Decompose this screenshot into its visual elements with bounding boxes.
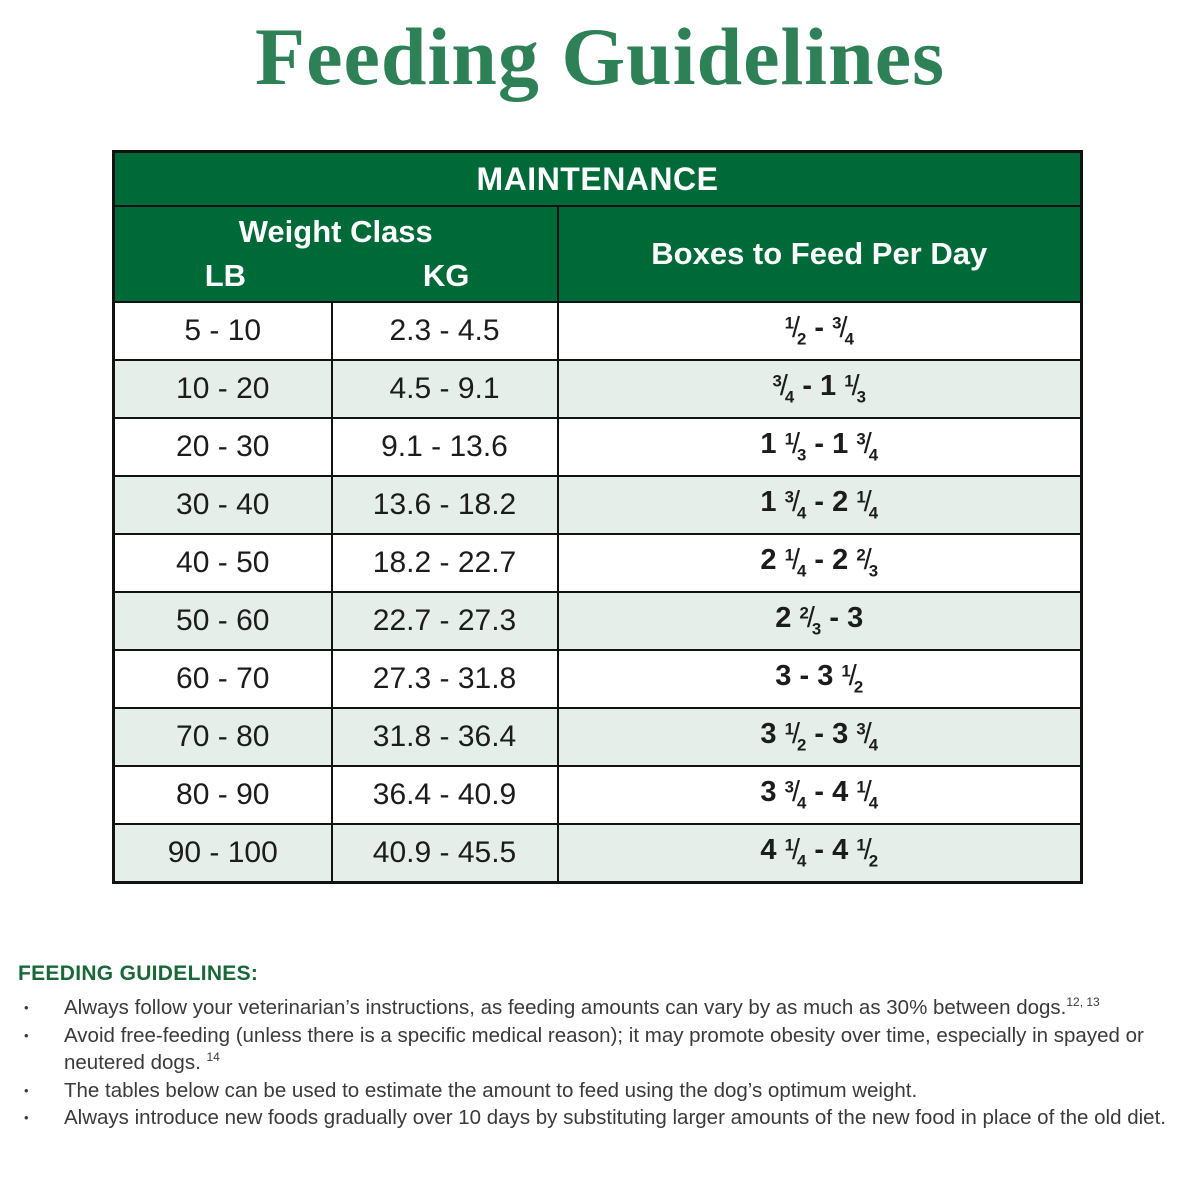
lb-cell: 20 - 30 (112, 417, 333, 477)
weight-class-header-cell: Weight Class LB KG (112, 205, 559, 303)
footnote-reference: 14 (206, 1050, 220, 1065)
lb-cell: 40 - 50 (112, 533, 333, 593)
weight-units-row: LB KG (115, 250, 557, 300)
bullet-icon: • (24, 1110, 29, 1125)
bullet-text: The tables below can be used to estimate… (64, 1078, 918, 1102)
kg-cell: 40.9 - 45.5 (330, 823, 559, 884)
lb-cell: 90 - 100 (112, 823, 333, 884)
kg-cell: 9.1 - 13.6 (330, 417, 559, 477)
table-header-row: Weight Class LB KG Boxes to Feed Per Day (112, 205, 1083, 303)
table-row: 50 - 60 22.7 - 27.3 2 2/3 - 3 (112, 591, 1083, 651)
table-body: 5 - 10 2.3 - 4.5 1/2 - 3/4 10 - 20 4.5 - 9.1… (112, 301, 1083, 884)
boxes-cell: 3 - 3 1/2 (556, 649, 1083, 709)
boxes-cell: 2 1/4 - 2 2/3 (556, 533, 1083, 593)
table-row: 20 - 30 9.1 - 13.6 1 1/3 - 1 3/4 (112, 417, 1083, 477)
notes-bullet-list: • Always follow your veterinarian’s instr… (18, 994, 1182, 1132)
kg-column-header: KG (422, 258, 470, 293)
kg-cell: 2.3 - 4.5 (330, 301, 559, 361)
table-row: 5 - 10 2.3 - 4.5 1/2 - 3/4 (112, 301, 1083, 361)
boxes-cell: 3 1/2 - 3 3/4 (556, 707, 1083, 767)
boxes-cell: 3 3/4 - 4 1/4 (556, 765, 1083, 825)
feeding-notes-section: FEEDING GUIDELINES: • Always follow your … (18, 962, 1182, 1132)
table-title-maintenance: MAINTENANCE (112, 150, 1083, 207)
table-title-row: MAINTENANCE (112, 150, 1083, 207)
boxes-cell: 1 3/4 - 2 1/4 (556, 475, 1083, 535)
boxes-cell: 3/4 - 1 1/3 (556, 359, 1083, 419)
kg-cell: 22.7 - 27.3 (330, 591, 559, 651)
bullet-text: Always introduce new foods gradually ove… (64, 1106, 1166, 1129)
boxes-cell: 4 1/4 - 4 1/2 (556, 823, 1083, 884)
kg-cell: 27.3 - 31.8 (330, 649, 559, 709)
page-title: Feeding Guidelines (254, 11, 945, 102)
boxes-cell: 1 1/3 - 1 3/4 (556, 417, 1083, 477)
table-row: 60 - 70 27.3 - 31.8 3 - 3 1/2 (112, 649, 1083, 709)
notes-bullet-item: • The tables below can be used to estimat… (18, 1077, 1182, 1105)
bullet-icon: • (24, 1000, 29, 1015)
notes-heading: FEEDING GUIDELINES: (18, 962, 259, 985)
lb-cell: 10 - 20 (112, 359, 333, 419)
lb-cell: 70 - 80 (112, 707, 333, 767)
notes-bullet-item: • Avoid free-feeding (unless there is a s… (18, 1022, 1182, 1077)
footnote-reference: 12, 13 (1066, 995, 1100, 1010)
lb-cell: 80 - 90 (112, 765, 333, 825)
lb-column-header: LB (204, 258, 247, 293)
boxes-cell: 2 2/3 - 3 (556, 591, 1083, 651)
boxes-column-header: Boxes to Feed Per Day (556, 205, 1083, 303)
notes-bullet-item: • Always follow your veterinarian’s instr… (18, 994, 1182, 1022)
table-row: 40 - 50 18.2 - 22.7 2 1/4 - 2 2/3 (112, 533, 1083, 593)
maintenance-table: MAINTENANCE Weight Class LB KG Boxes to … (112, 150, 1084, 884)
table-row: 70 - 80 31.8 - 36.4 3 1/2 - 3 3/4 (112, 707, 1083, 767)
notes-bullet-item: • Always introduce new foods gradually ov… (18, 1104, 1182, 1132)
table-row: 30 - 40 13.6 - 18.2 1 3/4 - 2 1/4 (112, 475, 1083, 535)
kg-cell: 4.5 - 9.1 (330, 359, 559, 419)
bullet-icon: • (24, 1027, 29, 1043)
bullet-icon: • (24, 1082, 29, 1098)
bullet-text: Always follow your veterinarian’s instru… (64, 995, 1100, 1019)
kg-cell: 31.8 - 36.4 (330, 707, 559, 767)
kg-cell: 36.4 - 40.9 (330, 765, 559, 825)
kg-cell: 18.2 - 22.7 (330, 533, 559, 593)
table-row: 80 - 90 36.4 - 40.9 3 3/4 - 4 1/4 (112, 765, 1083, 825)
kg-cell: 13.6 - 18.2 (330, 475, 559, 535)
weight-class-label: Weight Class (238, 214, 433, 249)
table-row: 90 - 100 40.9 - 45.5 4 1/4 - 4 1/2 (112, 823, 1083, 884)
lb-cell: 30 - 40 (112, 475, 333, 535)
lb-cell: 5 - 10 (112, 301, 333, 361)
lb-cell: 60 - 70 (112, 649, 333, 709)
table-row: 10 - 20 4.5 - 9.1 3/4 - 1 1/3 (112, 359, 1083, 419)
lb-cell: 50 - 60 (112, 591, 333, 651)
bullet-text: Avoid free-feeding (unless there is a sp… (64, 1023, 1144, 1075)
boxes-cell: 1/2 - 3/4 (556, 301, 1083, 361)
